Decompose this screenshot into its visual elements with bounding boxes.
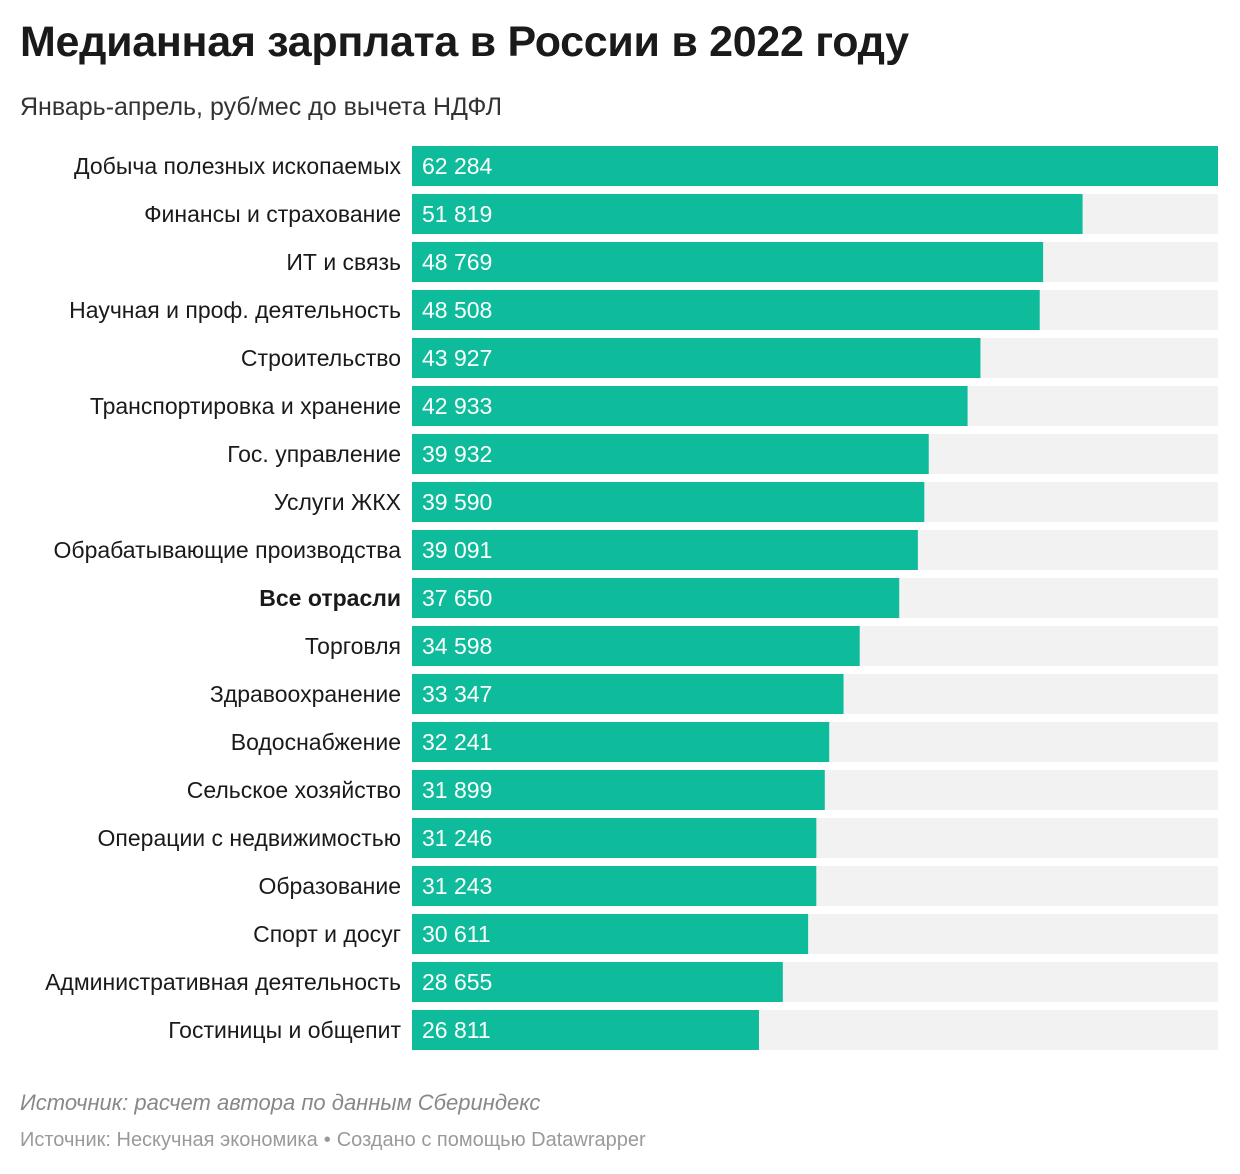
category-label: Добыча полезных ископаемых: [74, 153, 401, 179]
bar: [412, 770, 825, 810]
value-label: 42 933: [422, 393, 492, 419]
bar: [412, 194, 1083, 234]
category-label: Гостиницы и общепит: [168, 1017, 401, 1043]
value-label: 48 769: [422, 249, 492, 275]
category-label: Обрабатывающие производства: [54, 537, 402, 563]
value-label: 37 650: [422, 585, 492, 611]
footer: Источник: Нескучная экономика • Создано с …: [20, 1129, 646, 1152]
bar: [412, 962, 783, 1002]
value-label: 31 243: [422, 873, 492, 899]
bar: [412, 530, 918, 570]
value-label: 39 932: [422, 441, 492, 467]
category-label: Услуги ЖКХ: [274, 489, 401, 515]
bar: [412, 290, 1040, 330]
value-label: 39 091: [422, 537, 492, 563]
value-label: 31 899: [422, 777, 492, 803]
bar: [412, 674, 844, 714]
bar: [412, 914, 809, 954]
footer-credit: Создано с помощью Datawrapper: [336, 1129, 646, 1151]
footer-separator: •: [323, 1129, 331, 1151]
bar: [412, 338, 981, 378]
bar: [412, 818, 817, 858]
value-label: 26 811: [422, 1017, 491, 1043]
value-label: 31 246: [422, 825, 492, 851]
value-label: 30 611: [422, 921, 491, 947]
category-label: Научная и проф. деятельность: [69, 297, 401, 323]
category-label: Сельское хозяйство: [187, 777, 401, 803]
bar-chart: Добыча полезных ископаемых 62 284 Финансы …: [45, 146, 1218, 1050]
category-label: Гос. управление: [227, 441, 401, 467]
bar: [412, 578, 900, 618]
value-label: 32 241: [422, 729, 492, 755]
chart-title: Медианная зарплата в России в 2022 году: [20, 18, 909, 66]
bar: [412, 1010, 759, 1050]
category-label: ИТ и связь: [286, 249, 401, 275]
chart-subtitle: Январь-апрель, руб/мес до вычета НДФЛ: [20, 93, 502, 121]
category-label: Торговля: [305, 633, 401, 659]
category-label: Водоснабжение: [231, 729, 401, 755]
category-label: Все отрасли: [259, 585, 401, 611]
source-note: Источник: расчет автора по данным Сберин…: [20, 1090, 541, 1115]
bar: [412, 482, 925, 522]
bar: [412, 242, 1044, 282]
bar: [412, 146, 1218, 186]
value-label: 33 347: [422, 681, 492, 707]
value-label: 34 598: [422, 633, 492, 659]
value-label: 28 655: [422, 969, 492, 995]
category-label: Образование: [258, 873, 401, 899]
footer-source: Источник: Нескучная экономика: [20, 1129, 318, 1151]
bar: [412, 386, 968, 426]
category-label: Финансы и страхование: [144, 201, 401, 227]
bar: [412, 434, 929, 474]
bar: [412, 626, 860, 666]
bar: [412, 722, 830, 762]
bar: [412, 866, 817, 906]
category-label: Административная деятельность: [45, 969, 401, 995]
category-label: Транспортировка и хранение: [90, 393, 401, 419]
category-label: Здравоохранение: [210, 681, 401, 707]
category-label: Строительство: [241, 345, 401, 371]
value-label: 39 590: [422, 489, 492, 515]
value-label: 48 508: [422, 297, 492, 323]
value-label: 51 819: [422, 201, 492, 227]
category-label: Операции с недвижимостью: [98, 825, 401, 851]
value-label: 43 927: [422, 345, 492, 371]
value-label: 62 284: [422, 153, 493, 179]
category-label: Спорт и досуг: [253, 921, 401, 947]
